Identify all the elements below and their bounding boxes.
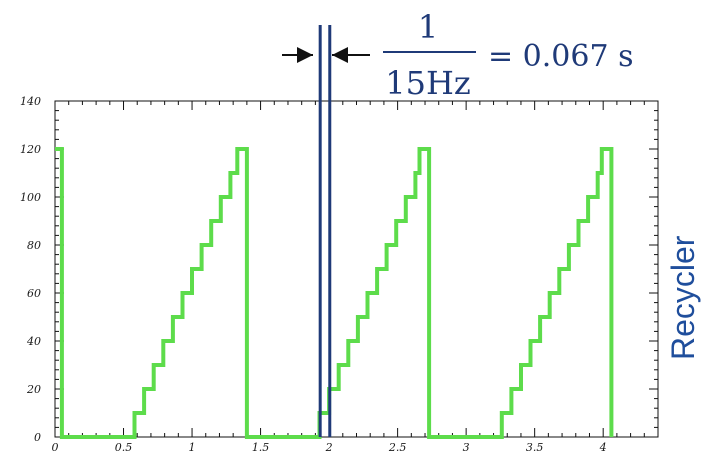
series-line	[55, 147, 614, 439]
x-tick-label: 1.5	[252, 441, 270, 454]
y-tick-label: 20	[26, 383, 41, 396]
recycler-label: Recycler	[665, 235, 701, 360]
y-tick-label: 80	[27, 239, 41, 252]
period-markers	[318, 25, 332, 437]
annotation-denominator: 15Hz	[385, 64, 470, 102]
x-tick-label: 2	[325, 441, 333, 454]
y-tick-label: 140	[20, 95, 41, 108]
y-tick-label: 60	[27, 287, 41, 300]
ticks	[54, 100, 659, 438]
annotation-result: = 0.067 s	[488, 39, 634, 74]
y-tick-label: 100	[20, 191, 41, 204]
x-tick-label: 0.5	[115, 441, 133, 454]
x-tick-label: 0	[52, 441, 59, 454]
x-tick-label: 2.5	[388, 441, 407, 454]
y-tick-label: 0	[34, 431, 41, 444]
x-tick-label: 4	[599, 441, 607, 454]
annotation-numerator: 1	[418, 8, 438, 46]
x-tick-label: 3	[463, 441, 470, 454]
y-tick-label: 40	[26, 335, 41, 348]
y-tick-label: 120	[20, 143, 41, 156]
x-tick-label: 1	[189, 441, 196, 454]
x-tick-label: 3.5	[526, 441, 544, 454]
